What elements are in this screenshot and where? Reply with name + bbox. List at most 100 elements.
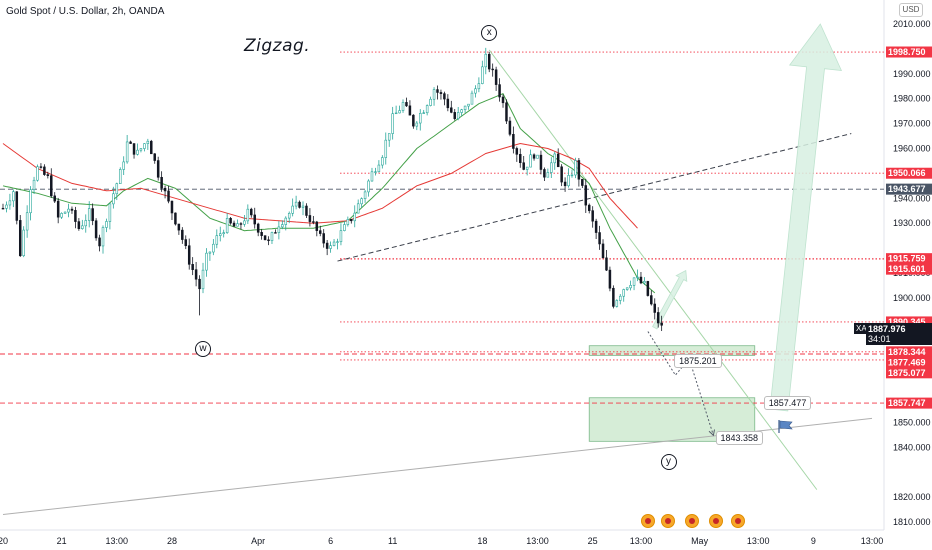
time-axis-tick: 13:00 xyxy=(630,536,653,546)
candle-body xyxy=(143,143,146,149)
candle-body xyxy=(77,221,81,229)
candle-body xyxy=(325,242,329,249)
price-axis-tick: 1900.000 xyxy=(893,293,931,303)
price-axis-tick: 1930.000 xyxy=(893,218,931,228)
price-level-tag xyxy=(886,316,932,328)
candle-body xyxy=(522,162,525,170)
candle-body xyxy=(139,148,143,151)
candle-body xyxy=(201,269,205,290)
candle-body xyxy=(115,183,119,195)
currency-badge[interactable]: USD xyxy=(899,3,923,17)
candle-body xyxy=(346,219,350,225)
candle-body xyxy=(291,205,294,214)
price-level-tag xyxy=(886,263,932,275)
candle-body xyxy=(153,153,156,161)
candle-body xyxy=(63,211,67,214)
candle-body xyxy=(25,212,29,231)
candle-body xyxy=(70,208,74,211)
candle-body xyxy=(387,133,391,141)
candle-body xyxy=(219,233,222,236)
candle-body xyxy=(505,102,508,122)
economic-event-icon[interactable] xyxy=(661,514,675,528)
candle-body xyxy=(422,112,425,114)
candle-body xyxy=(250,208,253,216)
candle-body xyxy=(132,143,136,155)
candle-body xyxy=(308,215,312,222)
candle-body xyxy=(243,220,246,225)
candle-body xyxy=(18,220,22,257)
candle-body xyxy=(525,166,529,170)
price-level-tag-text: 1915.601 xyxy=(888,264,926,274)
candle-body xyxy=(612,287,615,307)
candle-body xyxy=(563,181,567,187)
candle-body xyxy=(246,208,250,222)
candle-body xyxy=(546,172,550,178)
candle-body xyxy=(163,187,167,192)
candle-body xyxy=(643,281,646,284)
candle-body xyxy=(184,239,188,247)
candle-body xyxy=(191,264,194,270)
economic-event-icon[interactable] xyxy=(731,514,745,528)
candle-body xyxy=(39,166,43,168)
candle-body xyxy=(401,102,405,111)
price-level-tag-text: 1857.747 xyxy=(888,398,926,408)
time-axis-tick: 9 xyxy=(811,536,816,546)
candle-body xyxy=(208,251,212,254)
economic-event-icon[interactable] xyxy=(641,514,655,528)
projected-path-arrowhead xyxy=(708,429,715,437)
economic-event-icon[interactable] xyxy=(685,514,699,528)
candle-body xyxy=(87,208,91,221)
candle-body xyxy=(118,169,122,184)
candle-body xyxy=(474,88,477,94)
candle-body xyxy=(532,154,536,159)
price-axis-tick: 1990.000 xyxy=(893,69,931,79)
price-level-labels: 1998.750 1950.066 1943.677 1915.7591915.601… xyxy=(886,46,932,409)
candle-body xyxy=(512,134,515,149)
candle-body xyxy=(356,203,360,214)
wave-label-y: y xyxy=(660,454,677,471)
candle-body xyxy=(415,122,419,127)
candle-body xyxy=(74,210,77,222)
candle-body xyxy=(225,218,229,233)
candle-body xyxy=(105,221,108,228)
candle-body xyxy=(519,154,522,164)
candle-body xyxy=(370,171,374,182)
price-level-tag xyxy=(886,346,932,358)
candle-body xyxy=(363,191,367,199)
wave-label-w: w xyxy=(195,340,211,357)
demand-zone xyxy=(588,345,756,356)
candle-body xyxy=(619,295,622,301)
candle-body xyxy=(543,169,546,178)
flag-icon[interactable] xyxy=(778,420,793,433)
moving-averages xyxy=(2,93,656,294)
price-axis-tick: 1970.000 xyxy=(893,119,931,129)
time-axis-ticks: 20 21 13:00 28 Apr 6 11 18 13:00 25 13:00 May 13:00 9… xyxy=(0,536,883,546)
candle-body xyxy=(601,243,605,259)
candle-body xyxy=(443,93,446,100)
time-axis-tick: 18 xyxy=(477,536,487,546)
time-axis-tick: May xyxy=(691,536,709,546)
candle-body xyxy=(94,220,98,239)
candle-body xyxy=(277,226,281,233)
price-level-tag xyxy=(886,183,932,195)
candle-body xyxy=(298,201,301,208)
candle-body xyxy=(594,220,598,233)
candle-body xyxy=(553,153,556,164)
economic-event-icon[interactable] xyxy=(709,514,723,528)
candle-body xyxy=(360,198,363,205)
price-level-tag-text: 1943.677 xyxy=(888,184,926,194)
price-level-tag xyxy=(886,367,932,379)
price-level-tag-text: 1998.750 xyxy=(888,47,926,57)
candle-body xyxy=(484,53,488,68)
candle-body xyxy=(650,295,653,305)
candle-body xyxy=(656,312,660,324)
candle-body xyxy=(236,223,239,227)
candle-body xyxy=(598,232,601,245)
candle-body xyxy=(67,208,70,213)
moving-average-line xyxy=(2,142,638,229)
candle-body xyxy=(274,232,277,234)
candle-body xyxy=(529,154,532,168)
candle-body xyxy=(384,139,388,158)
projected-path-line xyxy=(647,331,714,436)
